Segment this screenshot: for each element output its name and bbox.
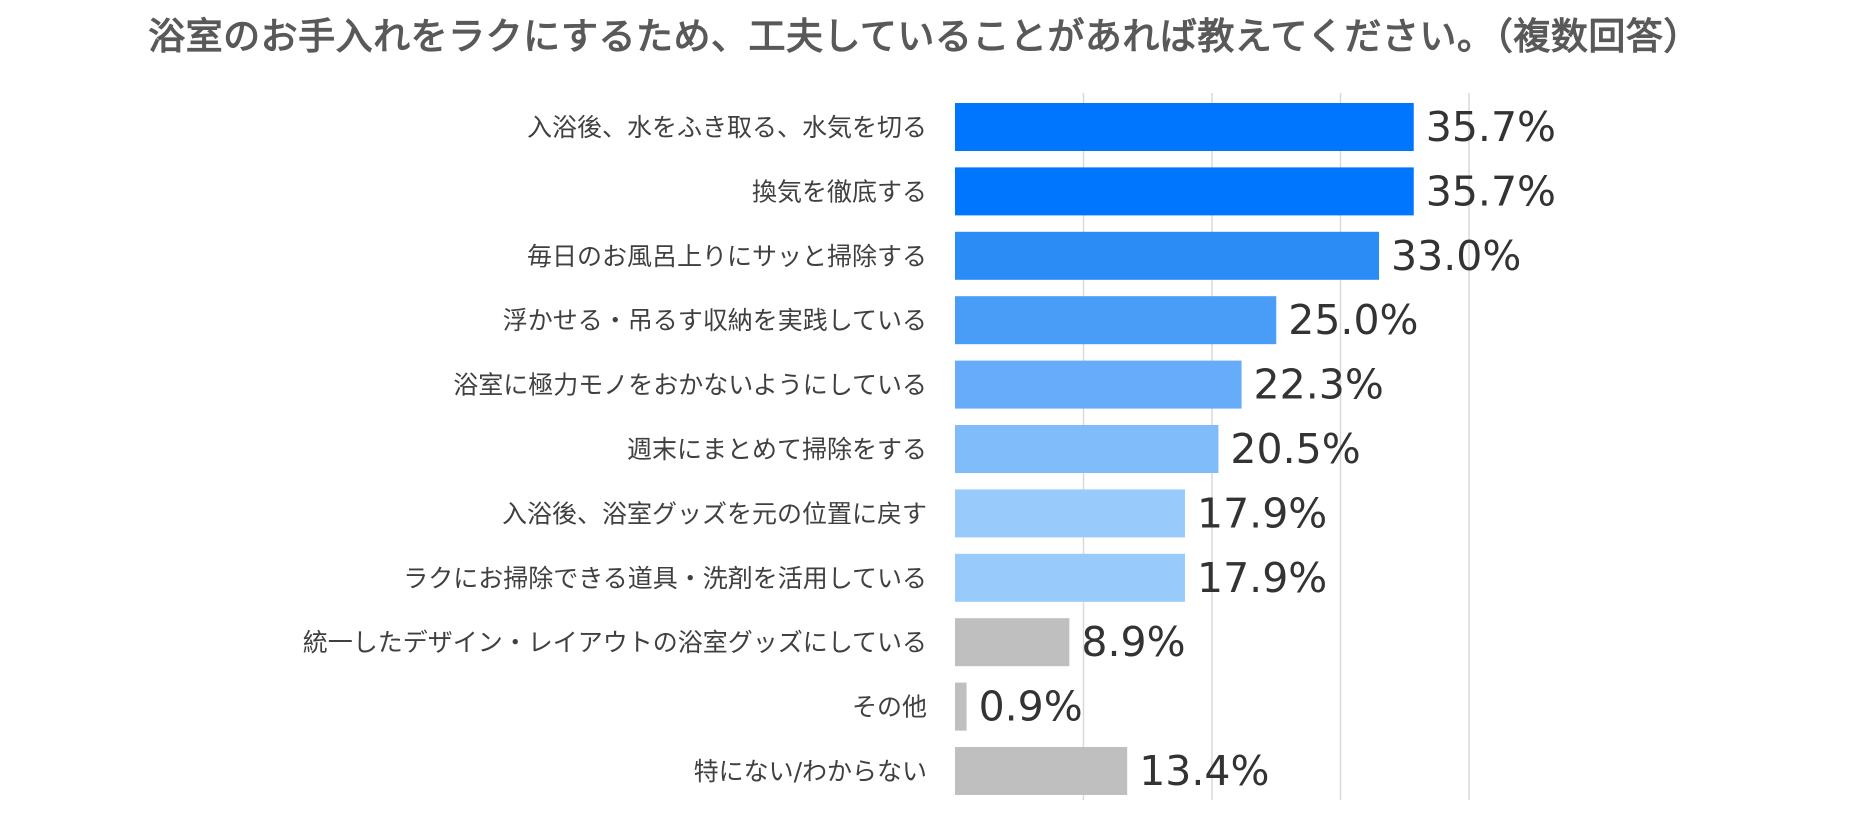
bars xyxy=(955,103,1414,795)
bar-11 xyxy=(955,747,1128,795)
bar-4 xyxy=(955,296,1277,345)
bar-10 xyxy=(955,682,967,731)
value-label-8: 17.9% xyxy=(1197,554,1327,602)
category-label-8: ラクにお掃除できる道具・洗剤を活用している xyxy=(403,564,927,593)
value-label-7: 17.9% xyxy=(1197,489,1327,537)
value-label-6: 20.5% xyxy=(1230,425,1360,473)
category-label-4: 浮かせる・吊るす収納を実践している xyxy=(503,306,927,335)
bar-1 xyxy=(955,103,1414,151)
value-label-10: 0.9% xyxy=(979,683,1083,731)
category-label-11: 特にない/わからない xyxy=(694,757,927,786)
category-label-9: 統一したデザイン・レイアウトの浴室グッズにしている xyxy=(303,628,927,657)
chart-title: 浴室のお手入れをラクにするため、工夫していることがあれば教えてください。（複数回… xyxy=(148,15,1701,58)
value-label-5: 22.3% xyxy=(1254,361,1384,409)
bar-8 xyxy=(955,553,1186,602)
value-label-4: 25.0% xyxy=(1288,296,1418,344)
category-label-6: 週末にまとめて掃除をする xyxy=(627,435,927,464)
category-label-7: 入浴後、浴室グッズを元の位置に戻す xyxy=(502,499,927,528)
bar-5 xyxy=(955,360,1242,409)
category-label-1: 入浴後、水をふき取る、水気を切る xyxy=(527,113,927,142)
category-labels: 入浴後、水をふき取る、水気を切る換気を徹底する毎日のお風呂上りにサッと掃除する浮… xyxy=(303,113,927,786)
category-label-5: 浴室に極力モノをおかないようにしている xyxy=(453,371,927,400)
bar-6 xyxy=(955,425,1219,473)
bar-9 xyxy=(955,618,1070,667)
category-label-10: その他 xyxy=(852,693,927,722)
value-labels: 35.7% 35.7% 33.0% 25.0% 22.3% 20.5% 17.9% 17.9%… xyxy=(979,103,1556,795)
value-label-3: 33.0% xyxy=(1391,232,1521,280)
bar-3 xyxy=(955,231,1380,280)
bar-2 xyxy=(955,167,1414,216)
value-label-2: 35.7% xyxy=(1426,167,1556,215)
value-label-11: 13.4% xyxy=(1139,747,1269,795)
bar-7 xyxy=(955,489,1186,538)
category-label-2: 換気を徹底する xyxy=(752,177,927,206)
category-label-3: 毎日のお風呂上りにサッと掃除する xyxy=(527,242,927,271)
value-label-1: 35.7% xyxy=(1426,103,1556,151)
value-label-9: 8.9% xyxy=(1081,618,1185,666)
